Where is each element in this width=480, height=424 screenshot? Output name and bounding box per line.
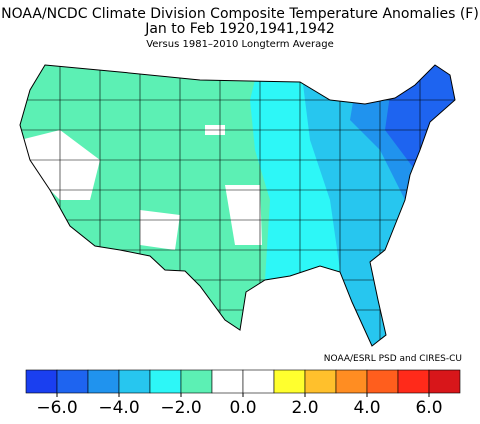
colorbar-label: −6.0 (36, 398, 77, 418)
colorbar-box (428, 369, 461, 394)
title: NOAA/NCDC Climate Division Composite Tem… (1, 6, 479, 22)
colorbar-box (273, 369, 306, 394)
note: Versus 1981–2010 Longterm Average (146, 39, 334, 50)
colorbar-label: −4.0 (98, 398, 139, 418)
colorbar-box (56, 369, 89, 394)
colorbar-box (25, 369, 58, 394)
colorbar-label: 4.0 (353, 398, 380, 418)
credit: NOAA/ESRL PSD and CIRES-CU (324, 354, 462, 364)
colorbar-box (366, 369, 399, 394)
colorbar-label: 0.0 (229, 398, 256, 418)
colorbar-box (118, 369, 151, 394)
subtitle: Jan to Feb 1920,1941,1942 (144, 21, 335, 37)
colorbar-box (180, 369, 213, 394)
colorbar-label: −2.0 (160, 398, 201, 418)
colorbar-box (242, 369, 275, 394)
colorbar-box (335, 369, 368, 394)
colorbar-label: 6.0 (415, 398, 442, 418)
colorbar-box (304, 369, 337, 394)
colorbar-box (397, 369, 430, 394)
colorbar-box (211, 369, 244, 394)
colorbar-box (87, 369, 120, 394)
colorbar-label: 2.0 (291, 398, 318, 418)
colorbar-box (149, 369, 182, 394)
